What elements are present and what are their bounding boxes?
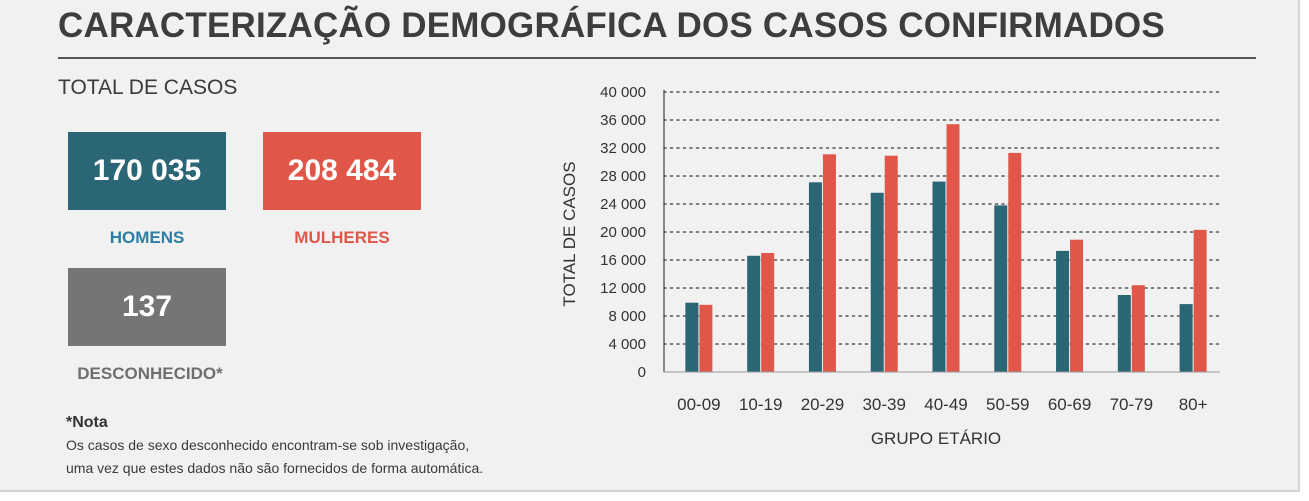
x-tick-label: 20-29 (801, 395, 844, 414)
dashboard-panel (0, 0, 1300, 492)
bar-men (1056, 250, 1070, 372)
y-tick-label: 0 (638, 364, 646, 381)
note-line-2: uma vez que estes dados não são fornecid… (66, 460, 484, 476)
note-title: *Nota (66, 414, 108, 431)
y-tick-label: 24 000 (600, 196, 646, 213)
x-tick-label: 30-39 (862, 395, 905, 414)
bar-men (685, 302, 699, 372)
x-tick-label: 80+ (1179, 395, 1208, 414)
bar-women (946, 124, 960, 372)
age-group-bar-chart: 0 4 000 8 000 12 000 16 000 20 000 24 000 28 00… (560, 84, 1221, 448)
men-count-value: 170 035 (92, 154, 202, 187)
bar-men (1117, 295, 1131, 372)
unknown-label: DESCONHECIDO* (77, 364, 223, 383)
unknown-count-value: 137 (121, 290, 173, 323)
total-cases-label: TOTAL DE CASOS (58, 76, 238, 99)
x-tick-label: 40-49 (924, 395, 967, 414)
women-count-box: 208 484 (263, 132, 421, 210)
y-tick-label: 36 000 (600, 112, 646, 129)
x-axis-title: GRUPO ETÁRIO (871, 429, 1001, 448)
bar-men (870, 192, 884, 372)
x-tick-label: 00-09 (677, 395, 720, 414)
bar-men (994, 205, 1008, 372)
bar-men (808, 182, 822, 372)
bar-women (1070, 239, 1084, 372)
y-tick-label: 20 000 (600, 224, 646, 241)
y-tick-label: 40 000 (600, 84, 646, 101)
men-count-box: 170 035 (68, 132, 226, 210)
y-axis-title: TOTAL DE CASOS (560, 161, 579, 306)
x-tick-label: 10-19 (739, 395, 782, 414)
y-tick-label: 32 000 (600, 140, 646, 157)
x-tick-label: 60-69 (1048, 395, 1091, 414)
bar-men (1179, 304, 1193, 372)
x-tick-label: 50-59 (986, 395, 1029, 414)
bar-women (1131, 285, 1145, 372)
bar-women (699, 304, 713, 372)
bar-women (822, 154, 836, 372)
y-tick-label: 28 000 (600, 168, 646, 185)
bar-men (932, 181, 946, 372)
x-tick-label: 70-79 (1110, 395, 1153, 414)
women-count-value: 208 484 (287, 154, 397, 187)
bar-women (1193, 229, 1207, 372)
title-divider (58, 57, 1256, 59)
y-tick-label: 4 000 (608, 336, 646, 353)
y-tick-label: 12 000 (600, 280, 646, 297)
men-label: HOMENS (109, 228, 185, 247)
bar-men (747, 255, 761, 372)
page-title: CARACTERIZAÇÃO DEMOGRÁFICA DOS CASOS CON… (58, 6, 1165, 45)
bar-women (884, 155, 898, 372)
y-tick-label: 16 000 (600, 252, 646, 269)
unknown-count-box: 137 (68, 268, 226, 346)
women-label: MULHERES (294, 228, 390, 247)
bar-women (761, 253, 775, 372)
note-line-1: Os casos de sexo desconhecido encontram-… (66, 437, 470, 453)
y-tick-label: 8 000 (608, 308, 646, 325)
bar-women (1008, 152, 1022, 372)
